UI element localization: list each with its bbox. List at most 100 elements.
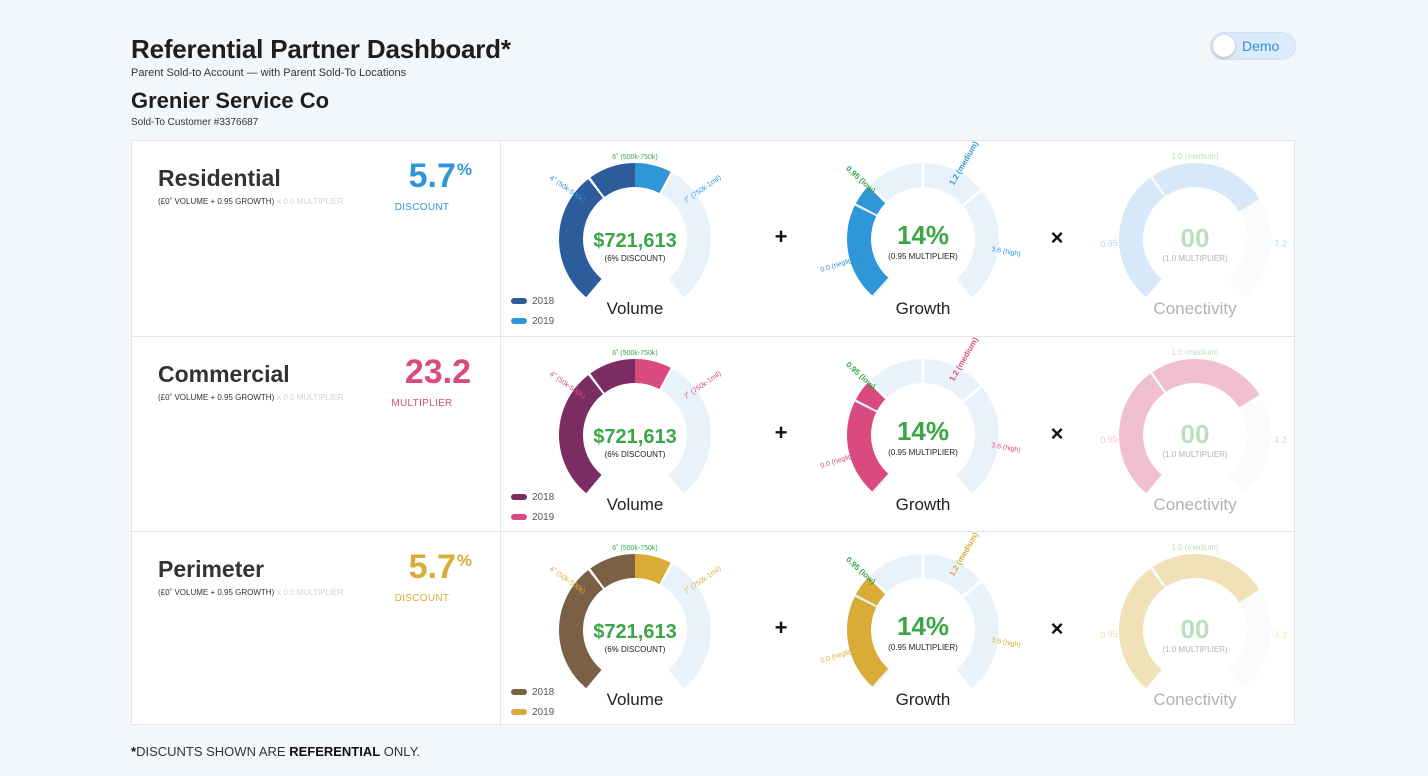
customer-number: Sold-To Customer #3376687 [131, 117, 259, 128]
conectivity-track-arc [1119, 162, 1271, 298]
growth-fill-upper-arc [855, 381, 887, 411]
growth-divider [868, 184, 888, 204]
toggle-knob[interactable] [1213, 35, 1235, 57]
segment-big-caption: DISCOUNT [394, 202, 450, 213]
legend-swatch [511, 514, 527, 520]
big-value-number: 23.2 [404, 353, 471, 391]
growth-divider [961, 579, 983, 598]
volume-2019-arc [635, 554, 671, 585]
volume-value: $721,613 [593, 426, 676, 448]
segment-big-caption: DISCOUNT [394, 593, 450, 604]
footnote: *DISCUNTS SHOWN ARE REFERENTIAL ONLY. [131, 744, 420, 759]
conectivity-fill-upper-arc [1152, 162, 1260, 212]
segments-panel: Residential (£0˚ VOLUME + 0.95 GROWTH) x … [131, 139, 1295, 727]
legend-label: 2018 [532, 687, 555, 698]
volume-2019-arc [635, 163, 671, 194]
volume-gauge: 4˚ (50k-500k)6˚ (500k-750k)7˚ (750k-1mil… [511, 544, 723, 718]
growth-fill-upper-arc [855, 185, 887, 215]
conectivity-fill-lower-arc [1119, 568, 1165, 689]
conectivity-tick-left: 0.95 [1100, 629, 1118, 640]
company-name: Grenier Service Co [131, 88, 330, 113]
volume-track-arc [661, 564, 711, 689]
volume-tick-top: 6˚ (500k-750k) [612, 544, 658, 552]
volume-value: $721,613 [593, 230, 676, 252]
formula-text: (£0˚ VOLUME + 0.95 GROWTH) [158, 588, 275, 597]
segment-name: Perimeter [158, 556, 265, 582]
segment-formula: (£0˚ VOLUME + 0.95 GROWTH) x 0.0 MULTIPLI… [158, 393, 343, 402]
growth-divider [961, 188, 983, 207]
segment-big-caption: MULTIPLIER [391, 398, 453, 409]
formula-multiplier: x 0.0 MULTIPLIER [277, 588, 344, 597]
growth-divider [961, 384, 983, 403]
conectivity-value: 00 [1181, 614, 1210, 644]
growth-fill-lower-arc [847, 401, 889, 492]
conectivity-fill-lower-arc [1119, 373, 1165, 494]
segment-row-residential: Residential (£0˚ VOLUME + 0.95 GROWTH) x … [132, 139, 1294, 336]
plus-operator: + [775, 224, 788, 249]
footnote-bold: REFERENTIAL [289, 744, 381, 759]
legend-swatch [511, 709, 527, 715]
formula-multiplier: x 0.0 MULTIPLIER [277, 393, 344, 402]
conectivity-gauge: 0.95 1.0 (medium) 1.2 00(1.0 MULTIPLIER) Con… [1100, 543, 1288, 709]
conectivity-sub: (1.0 MULTIPLIER) [1162, 450, 1228, 459]
growth-divider [868, 575, 888, 595]
conectivity-tick-right: 1.2 [1274, 629, 1287, 640]
volume-sub: (6% DISCOUNT) [605, 645, 666, 654]
growth-tick-low: 0.95 (low) [844, 360, 877, 391]
volume-gauge: 4˚ (50k-500k)6˚ (500k-750k)7˚ (750k-1mil… [511, 349, 723, 523]
segment-summary: Commercial (£0˚ VOLUME + 0.95 GROWTH) x 0… [132, 337, 501, 532]
volume-label: Volume [607, 690, 664, 709]
segment-name: Residential [158, 165, 281, 191]
big-value-suffix: % [456, 551, 472, 570]
volume-2018-lower-arc [559, 179, 603, 298]
volume-2018-lower-arc [559, 570, 603, 689]
times-operator: × [1051, 421, 1064, 446]
segment-name: Commercial [158, 361, 290, 387]
times-operator: × [1051, 616, 1064, 641]
conectivity-gauge: 0.95 1.0 (medium) 1.2 00(1.0 MULTIPLIER) Con… [1100, 348, 1288, 514]
page-title: Referential Partner Dashboard* [131, 34, 511, 64]
conectivity-fill-upper-arc [1152, 553, 1260, 603]
growth-divider [868, 380, 888, 400]
times-operator: × [1051, 225, 1064, 250]
conectivity-track-arc [1119, 359, 1271, 494]
segment-big-value: 5.7% [409, 157, 472, 196]
volume-legend: 2018 2019 [511, 492, 555, 523]
volume-legend: 2018 2019 [511, 296, 555, 327]
legend-swatch [511, 298, 527, 304]
conectivity-label: Conectivity [1153, 495, 1237, 514]
conectivity-fill-upper-arc [1152, 358, 1260, 408]
volume-tick-top: 6˚ (500k-750k) [612, 349, 658, 357]
conectivity-tick-right: 1.2 [1274, 238, 1287, 249]
footnote-suffix: ONLY. [380, 744, 421, 759]
formula-text: (£0˚ VOLUME + 0.95 GROWTH) [158, 197, 275, 206]
growth-value: 14% [897, 220, 949, 250]
volume-label: Volume [607, 495, 664, 514]
conectivity-tick-top: 1.0 (medium) [1171, 152, 1218, 161]
conectivity-track-arc [1119, 554, 1271, 689]
segment-gauges: 4˚ (50k-500k)6˚ (500k-750k)7˚ (750k-1mil… [511, 530, 1288, 718]
conectivity-fill-lower-arc [1119, 177, 1165, 298]
volume-2019-arc [635, 359, 671, 390]
growth-gauge: 0.0 (negligible)0.95 (low) 1.2 (medium)3.… [820, 530, 1021, 709]
conectivity-value: 00 [1181, 419, 1210, 449]
legend-swatch [511, 689, 527, 695]
demo-toggle[interactable]: Demo [1210, 32, 1296, 60]
conectivity-label: Conectivity [1153, 299, 1237, 318]
footnote-text: DISCUNTS SHOWN ARE [136, 744, 290, 759]
growth-track-arc [847, 163, 999, 298]
legend-label: 2018 [532, 492, 555, 503]
conectivity-tick-left: 0.95 [1100, 238, 1118, 249]
plus-operator: + [775, 420, 788, 445]
conectivity-label: Conectivity [1153, 690, 1237, 709]
volume-2018-lower-arc [559, 375, 603, 494]
big-value-number: 5.7 [408, 548, 456, 586]
legend-swatch [511, 494, 527, 500]
growth-sub: (0.95 MULTIPLIER) [888, 252, 958, 261]
growth-label: Growth [896, 299, 951, 318]
volume-2018-upper-arc [590, 554, 635, 588]
page-subtitle: Parent Sold-to Account — with Parent Sol… [131, 67, 407, 79]
plus-operator: + [775, 615, 788, 640]
growth-value: 14% [897, 416, 949, 446]
formula-text: (£0˚ VOLUME + 0.95 GROWTH) [158, 393, 275, 402]
